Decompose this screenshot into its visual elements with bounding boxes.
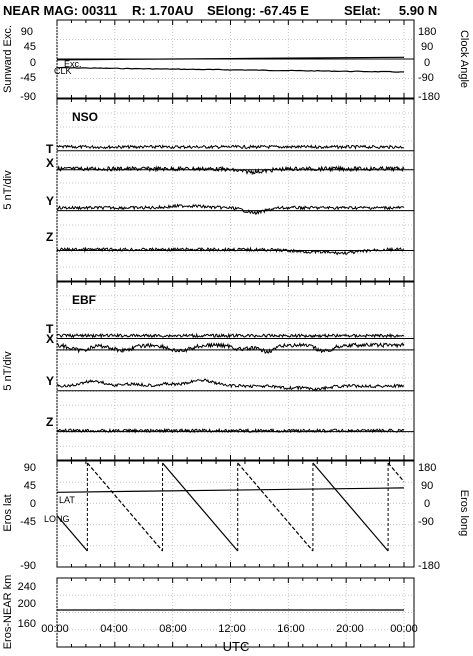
- header-selong: SElong: -67.45 E: [207, 3, 309, 18]
- xtick-0000-end: 00:00: [390, 623, 418, 635]
- ylabel-sunward-exc: Sunward Exc.: [2, 25, 14, 93]
- label-ebf-t: T: [46, 322, 54, 336]
- tick-left-m90: -90: [20, 91, 36, 103]
- tick-right-m180: -180: [418, 91, 440, 103]
- panel-4-frame: [56, 460, 415, 568]
- label-ebf-z: Z: [46, 415, 53, 429]
- series-clk-line: [57, 66, 405, 73]
- series-exc-line: [56, 56, 405, 61]
- tick-left-0-p4: 0: [30, 498, 36, 510]
- panel-2-baselines: [57, 150, 414, 251]
- series-lat-line: [56, 487, 405, 493]
- ylabel-clock-angle: Clock Angle: [458, 30, 470, 88]
- long-segment: [162, 462, 239, 552]
- header-mission: NEAR MAG: 00311: [3, 3, 117, 18]
- tick-right-90: 90: [421, 41, 433, 53]
- panel-title-nso: NSO: [72, 110, 98, 124]
- series-long-line: [56, 462, 405, 552]
- panel-eros-near-km: 240 200 160 Eros-NEAR km: [2, 575, 415, 650]
- tick-left-200: 200: [18, 598, 36, 610]
- tick-right-90-p4: 90: [421, 480, 433, 492]
- xtick-0000: 00:00: [41, 623, 69, 635]
- xtick-1200: 12:00: [218, 623, 246, 635]
- tick-right-0: 0: [424, 57, 430, 69]
- nso-y-trace: [56, 203, 405, 215]
- ylabel-ebf: 5 nT/div: [2, 351, 14, 391]
- tick-left-0: 0: [30, 57, 36, 69]
- panel-3-ticks: [56, 282, 405, 460]
- label-ebf-y: Y: [46, 374, 54, 388]
- panel-ebf: EBF T X Y Z 5 nT/div: [2, 281, 415, 461]
- xtick-1600: 16:00: [277, 623, 305, 635]
- panel-2-ticks: [56, 99, 405, 281]
- panel-eros-latlong: LAT LONG 90 45 0 -45 -90 180 90 0 -90 -1…: [2, 460, 470, 572]
- panel-title-ebf: EBF: [72, 293, 96, 307]
- label-ebf-x: X: [46, 332, 54, 346]
- ebf-x-trace: [56, 341, 405, 354]
- tick-left-240: 240: [18, 581, 36, 593]
- panel-1-ticks: [56, 20, 405, 98]
- long-segment: [86, 462, 164, 552]
- tick-left-m45-p4: -45: [20, 516, 36, 528]
- label-lat: LAT: [59, 495, 75, 505]
- panel-5-ticks: [56, 578, 405, 647]
- panel-3-grid: [56, 282, 414, 460]
- tick-right-m90: -90: [418, 72, 434, 84]
- header-selat: SElat: 5.90 N: [344, 3, 437, 18]
- ebf-y-trace: [56, 378, 405, 392]
- ylabel-nso: 5 nT/div: [2, 170, 14, 210]
- ylabel-eros-lat: Eros lat: [2, 494, 14, 531]
- panel-nso: NSO T X Y Z 5 nT/div: [2, 98, 415, 282]
- long-segment: [387, 462, 405, 483]
- label-exc: Exc.: [64, 59, 82, 69]
- panel-5-grid: [56, 578, 414, 647]
- panel-3-frame: [56, 281, 415, 461]
- tick-left-90: 90: [21, 26, 33, 38]
- xtick-0400: 04:00: [100, 623, 128, 635]
- label-nso-z: Z: [46, 230, 53, 244]
- ylabel-eros-near-km: Eros-NEAR km: [2, 575, 14, 650]
- label-nso-t: T: [46, 142, 54, 156]
- nso-x-trace: [56, 165, 405, 176]
- ylabel-eros-long: Eros long: [458, 490, 470, 536]
- tick-right-0-p4: 0: [424, 498, 430, 510]
- xtick-0800: 08:00: [159, 623, 187, 635]
- tick-right-180-p4: 180: [418, 462, 436, 474]
- tick-left-45-p4: 45: [24, 480, 36, 492]
- nso-z-trace: [56, 246, 405, 256]
- header-distance: R: 1.70AU: [132, 3, 193, 18]
- tick-left-m45: -45: [20, 72, 36, 84]
- tick-left-m90-p4: -90: [20, 560, 36, 572]
- label-nso-x: X: [46, 156, 54, 170]
- label-clk: CLK: [54, 66, 72, 76]
- tick-left-160: 160: [18, 618, 36, 630]
- ebf-t-trace: [56, 332, 405, 339]
- xtick-2000: 20:00: [336, 623, 364, 635]
- tick-right-m90-p4: -90: [418, 516, 434, 528]
- panel-2-grid: [56, 99, 414, 281]
- xlabel-utc: UTC: [223, 639, 250, 654]
- panel-2-frame: [56, 98, 415, 282]
- nso-t-trace: [56, 144, 405, 150]
- tick-right-m180-p4: -180: [418, 560, 440, 572]
- ebf-z-trace: [56, 427, 405, 434]
- tick-right-180: 180: [418, 26, 436, 38]
- tick-left-45: 45: [24, 41, 36, 53]
- tick-left-90-p4: 90: [24, 462, 36, 474]
- label-long: LONG: [44, 514, 70, 524]
- label-nso-y: Y: [46, 194, 54, 208]
- panel-sunward-exc: Exc. CLK 90 45 0 -45 -90 180 90 0 -90 -1…: [2, 19, 470, 103]
- long-segment: [56, 515, 88, 552]
- long-segment: [237, 462, 314, 552]
- panel-4-ticks: [56, 461, 405, 567]
- long-segment: [312, 462, 389, 552]
- panel-4-grid: [56, 461, 414, 567]
- panel-3-baselines: [57, 338, 414, 433]
